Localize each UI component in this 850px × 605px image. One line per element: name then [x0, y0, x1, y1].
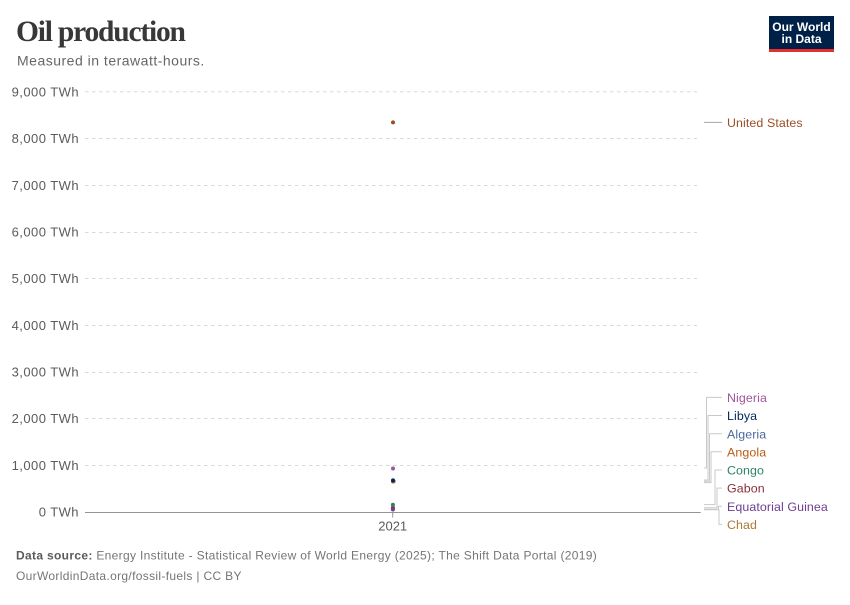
svg-text:1,000 TWh: 1,000 TWh	[12, 458, 79, 473]
svg-text:7,000 TWh: 7,000 TWh	[12, 178, 79, 193]
svg-text:Nigeria: Nigeria	[727, 391, 767, 405]
svg-text:Gabon: Gabon	[727, 482, 765, 496]
svg-text:Angola: Angola	[727, 445, 766, 459]
svg-text:0 TWh: 0 TWh	[39, 505, 79, 520]
svg-text:Libya: Libya	[727, 409, 757, 423]
svg-text:Equatorial Guinea: Equatorial Guinea	[727, 500, 828, 514]
svg-text:United States: United States	[727, 116, 803, 130]
svg-text:Our World: Our World	[772, 20, 830, 34]
svg-text:9,000 TWh: 9,000 TWh	[12, 85, 79, 100]
svg-text:Chad: Chad	[727, 518, 757, 532]
svg-text:Algeria: Algeria	[727, 427, 766, 441]
svg-text:in Data: in Data	[781, 32, 821, 46]
svg-text:2021: 2021	[378, 519, 407, 534]
svg-text:8,000 TWh: 8,000 TWh	[12, 131, 79, 146]
svg-text:OurWorldinData.org/fossil-fuel: OurWorldinData.org/fossil-fuels | CC BY	[16, 569, 242, 583]
svg-text:4,000 TWh: 4,000 TWh	[12, 318, 79, 333]
svg-text:6,000 TWh: 6,000 TWh	[12, 225, 79, 240]
svg-text:5,000 TWh: 5,000 TWh	[12, 271, 79, 286]
svg-text:Congo: Congo	[727, 464, 764, 478]
svg-text:3,000 TWh: 3,000 TWh	[12, 365, 79, 380]
svg-text:2,000 TWh: 2,000 TWh	[12, 411, 79, 426]
svg-text:Measured in terawatt-hours.: Measured in terawatt-hours.	[17, 53, 205, 69]
svg-text:Data source: Energy Institute: Data source: Energy Institute - Statisti…	[16, 549, 597, 563]
svg-text:Oil production: Oil production	[16, 16, 186, 48]
